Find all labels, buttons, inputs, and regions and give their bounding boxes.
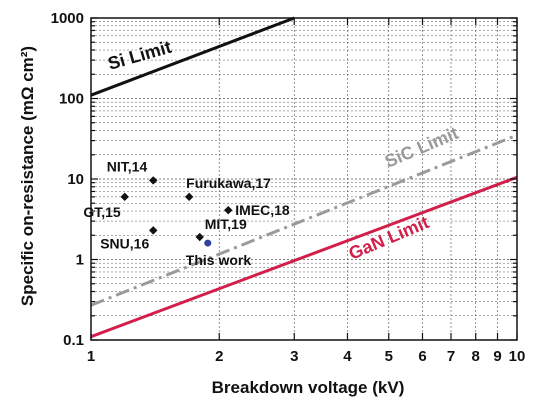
limit-line [90, 175, 518, 339]
data-point-label: IMEC,18 [235, 202, 290, 218]
x-tick-label: 3 [290, 348, 298, 365]
x-tick-label: 7 [447, 348, 455, 365]
x-tick-label: 6 [418, 348, 426, 365]
data-point [224, 205, 233, 215]
data-point-this-work [204, 239, 212, 247]
limit-line [90, 16, 295, 97]
x-tick-label: 2 [215, 348, 223, 365]
data-point-label: This work [186, 252, 252, 268]
y-tick-label: 100 [59, 91, 84, 108]
data-point-label: GT,15 [83, 204, 121, 220]
data-point-label: NIT,14 [107, 158, 148, 174]
y-tick-label: 1 [76, 252, 84, 269]
data-point [149, 176, 158, 185]
x-axis-title: Breakdown voltage (kV) [212, 378, 405, 397]
data-point-label: MIT,19 [205, 216, 247, 232]
y-tick-labels: 0.1 1 10 100 1000 [51, 10, 84, 349]
limit-label: SiC Limit [382, 123, 462, 172]
y-tick-label: 1000 [51, 10, 84, 27]
x-tick-label: 8 [472, 348, 480, 365]
data-point [195, 232, 204, 242]
data-point [149, 226, 158, 235]
data-point-label: SNU,16 [100, 235, 149, 251]
x-tick-labels: 1 2 3 4 5 6 7 8 9 10 [87, 348, 526, 365]
y-tick-label: 10 [67, 171, 84, 188]
x-tick-label: 1 [87, 348, 95, 365]
data-point-label: Furukawa,17 [186, 175, 271, 191]
axis-ticks [90, 17, 518, 341]
data-points: NIT,14 GT,15 SNU,16 Furukawa,17 IMEC,18MIT,1… [83, 158, 290, 268]
limit-line [90, 133, 518, 307]
x-tick-label: 5 [385, 348, 393, 365]
data-point [184, 192, 194, 202]
limit-lines [90, 16, 518, 339]
x-tick-label: 10 [509, 348, 526, 365]
x-tick-label: 9 [493, 348, 501, 365]
y-axis-title: Specific on-resistance (mΩ cm²) [18, 46, 37, 306]
x-tick-label: 4 [343, 348, 352, 365]
y-tick-label: 0.1 [63, 332, 84, 349]
data-point [120, 192, 129, 202]
